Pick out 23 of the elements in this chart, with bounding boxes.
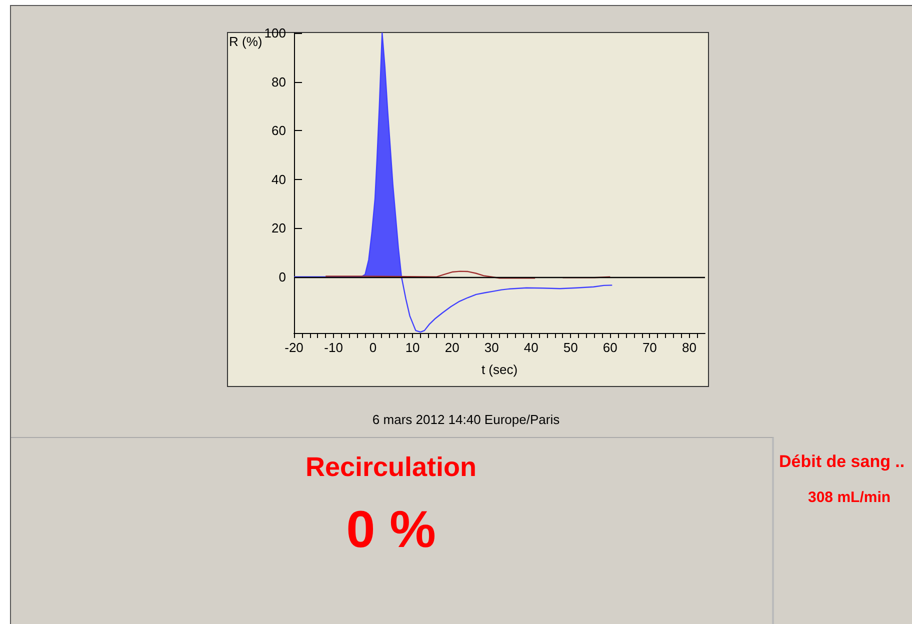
y-axis-title: R (%) [229,34,262,49]
x-tick-label: 10 [405,340,420,355]
x-tick-label: 60 [602,340,618,355]
x-tick-label: -10 [324,340,343,355]
y-tick-label: 60 [272,123,286,138]
y-tick-label: 0 [278,269,286,284]
text: 6 mars 2012 14:40 Europe/Paris [372,412,560,427]
text: 308 mL/min [808,489,891,506]
x-tick-label: -20 [284,340,304,355]
x-tick-label: 40 [524,340,538,355]
text: Recirculation [305,452,477,483]
x-tick-label: 70 [642,340,657,355]
x-tick-label: 30 [484,340,499,355]
x-axis-title: t (sec) [481,362,518,377]
y-tick-label: 20 [272,220,286,236]
x-tick-label: 80 [682,340,696,355]
y-tick-label: 40 [272,172,286,187]
x-tick-label: 0 [369,340,377,355]
text: Débit de sang .. [779,452,905,472]
y-tick-label: 80 [272,74,286,90]
x-tick-label: 20 [444,340,460,355]
x-tick-label: 50 [563,340,578,355]
text: 0 % [346,500,436,560]
